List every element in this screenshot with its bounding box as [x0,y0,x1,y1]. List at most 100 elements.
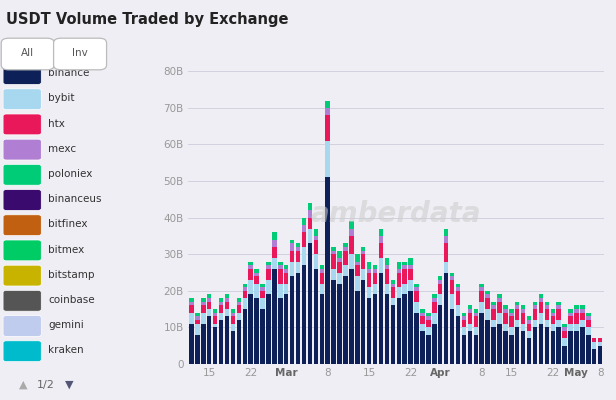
Bar [521,331,525,364]
Bar [207,298,211,302]
Bar [254,269,259,272]
Bar [468,309,472,313]
Bar [272,232,277,240]
Bar [580,313,585,320]
Bar [408,280,413,291]
Bar [338,250,342,258]
Bar [562,331,567,338]
Bar [384,294,389,364]
Bar [562,328,567,331]
Bar [384,284,389,294]
Bar [556,302,561,306]
Text: bitfinex: bitfinex [48,220,87,230]
Bar [379,236,383,243]
Bar [545,328,549,364]
Bar [278,298,283,364]
Bar [562,324,567,328]
Bar [545,320,549,328]
Bar [461,328,466,335]
Bar [391,287,395,298]
Bar [533,328,537,364]
Bar [503,306,508,309]
Bar [497,302,501,313]
Bar [574,324,578,331]
Bar [225,309,229,316]
Text: bybit: bybit [48,93,75,103]
Bar [580,320,585,328]
Text: binanceus: binanceus [48,194,102,204]
Bar [574,309,578,313]
Bar [408,291,413,364]
Bar [290,276,294,364]
Bar [397,287,401,298]
Bar [213,316,217,324]
Bar [527,316,531,320]
Bar [527,331,531,338]
Bar [556,306,561,309]
Bar [272,240,277,247]
Bar [574,331,578,364]
Bar [290,240,294,243]
Bar [586,335,591,364]
Bar [515,309,519,320]
Bar [338,284,342,364]
Bar [598,346,602,364]
Bar [592,342,596,349]
Text: bitmex: bitmex [48,245,84,255]
Bar [307,210,312,218]
Bar [248,280,253,294]
Bar [450,309,454,364]
Bar [195,324,200,335]
Bar [379,272,383,364]
Bar [402,269,407,284]
Bar [307,229,312,243]
Bar [450,280,454,294]
Bar [479,313,484,364]
Bar [479,284,484,287]
Bar [545,306,549,309]
Bar [325,100,330,108]
Bar [343,243,347,247]
Bar [426,316,431,320]
Bar [533,302,537,306]
Bar [367,272,371,287]
Bar [468,324,472,331]
Bar [225,298,229,302]
Bar [444,272,448,364]
Bar [261,291,265,298]
Bar [509,316,514,328]
Bar [284,265,288,269]
Bar [261,298,265,309]
Bar [201,313,206,324]
Bar [219,320,223,364]
Bar [444,243,448,262]
Bar [479,287,484,291]
Bar [538,302,543,313]
Bar [207,316,211,364]
Text: binance: binance [48,68,89,78]
Bar [248,269,253,280]
Text: coinbase: coinbase [48,295,95,305]
Bar [569,309,573,313]
Bar [438,276,442,280]
Bar [492,306,496,309]
Bar [545,309,549,320]
Bar [195,320,200,324]
Bar [207,294,211,298]
Bar [302,232,306,247]
Bar [569,331,573,364]
Bar [254,276,259,284]
Bar [461,335,466,364]
Bar [243,298,247,309]
Bar [551,331,555,364]
Bar [349,229,354,236]
Bar [361,280,365,364]
Bar [290,250,294,262]
Bar [314,254,318,269]
Bar [474,328,478,335]
Bar [355,291,360,364]
Bar [237,313,241,320]
Bar [320,284,324,294]
Bar [367,262,371,269]
Bar [391,306,395,364]
